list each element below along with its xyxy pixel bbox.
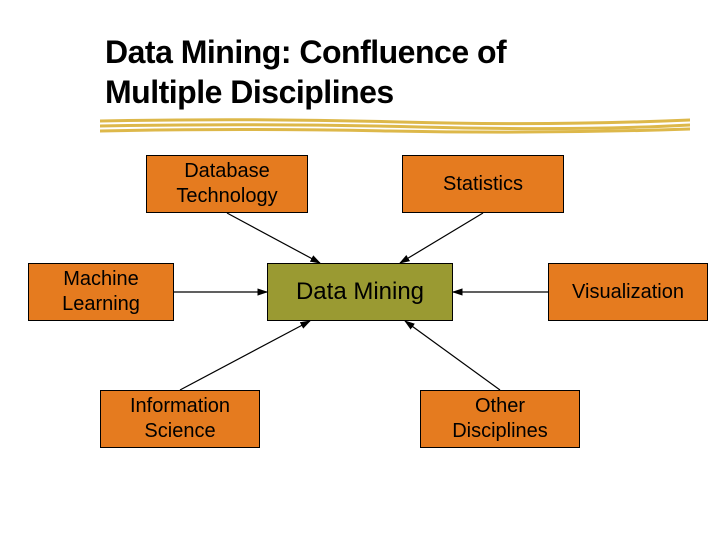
arrow-statistics	[400, 213, 483, 263]
node-label: Machine Learning	[62, 267, 140, 317]
node-label: Statistics	[443, 172, 523, 197]
arrow-other-disciplines	[405, 321, 500, 390]
node-label: Other Disciplines	[452, 394, 548, 444]
node-information-science: Information Science	[100, 390, 260, 448]
title-underline	[100, 118, 690, 132]
node-statistics: Statistics	[402, 155, 564, 213]
arrow-database-technology	[227, 213, 320, 263]
node-label: Visualization	[572, 280, 684, 305]
slide-title-line2: Multiple Disciplines	[105, 74, 394, 111]
node-visualization: Visualization	[548, 263, 708, 321]
node-data-mining: Data Mining	[267, 263, 453, 321]
node-label: Database Technology	[176, 159, 277, 209]
node-database-technology: Database Technology	[146, 155, 308, 213]
slide-title-line1: Data Mining: Confluence of	[105, 34, 506, 71]
node-label: Information Science	[130, 394, 230, 444]
node-label: Data Mining	[296, 277, 424, 307]
node-machine-learning: Machine Learning	[28, 263, 174, 321]
arrow-information-science	[180, 321, 310, 390]
node-other-disciplines: Other Disciplines	[420, 390, 580, 448]
